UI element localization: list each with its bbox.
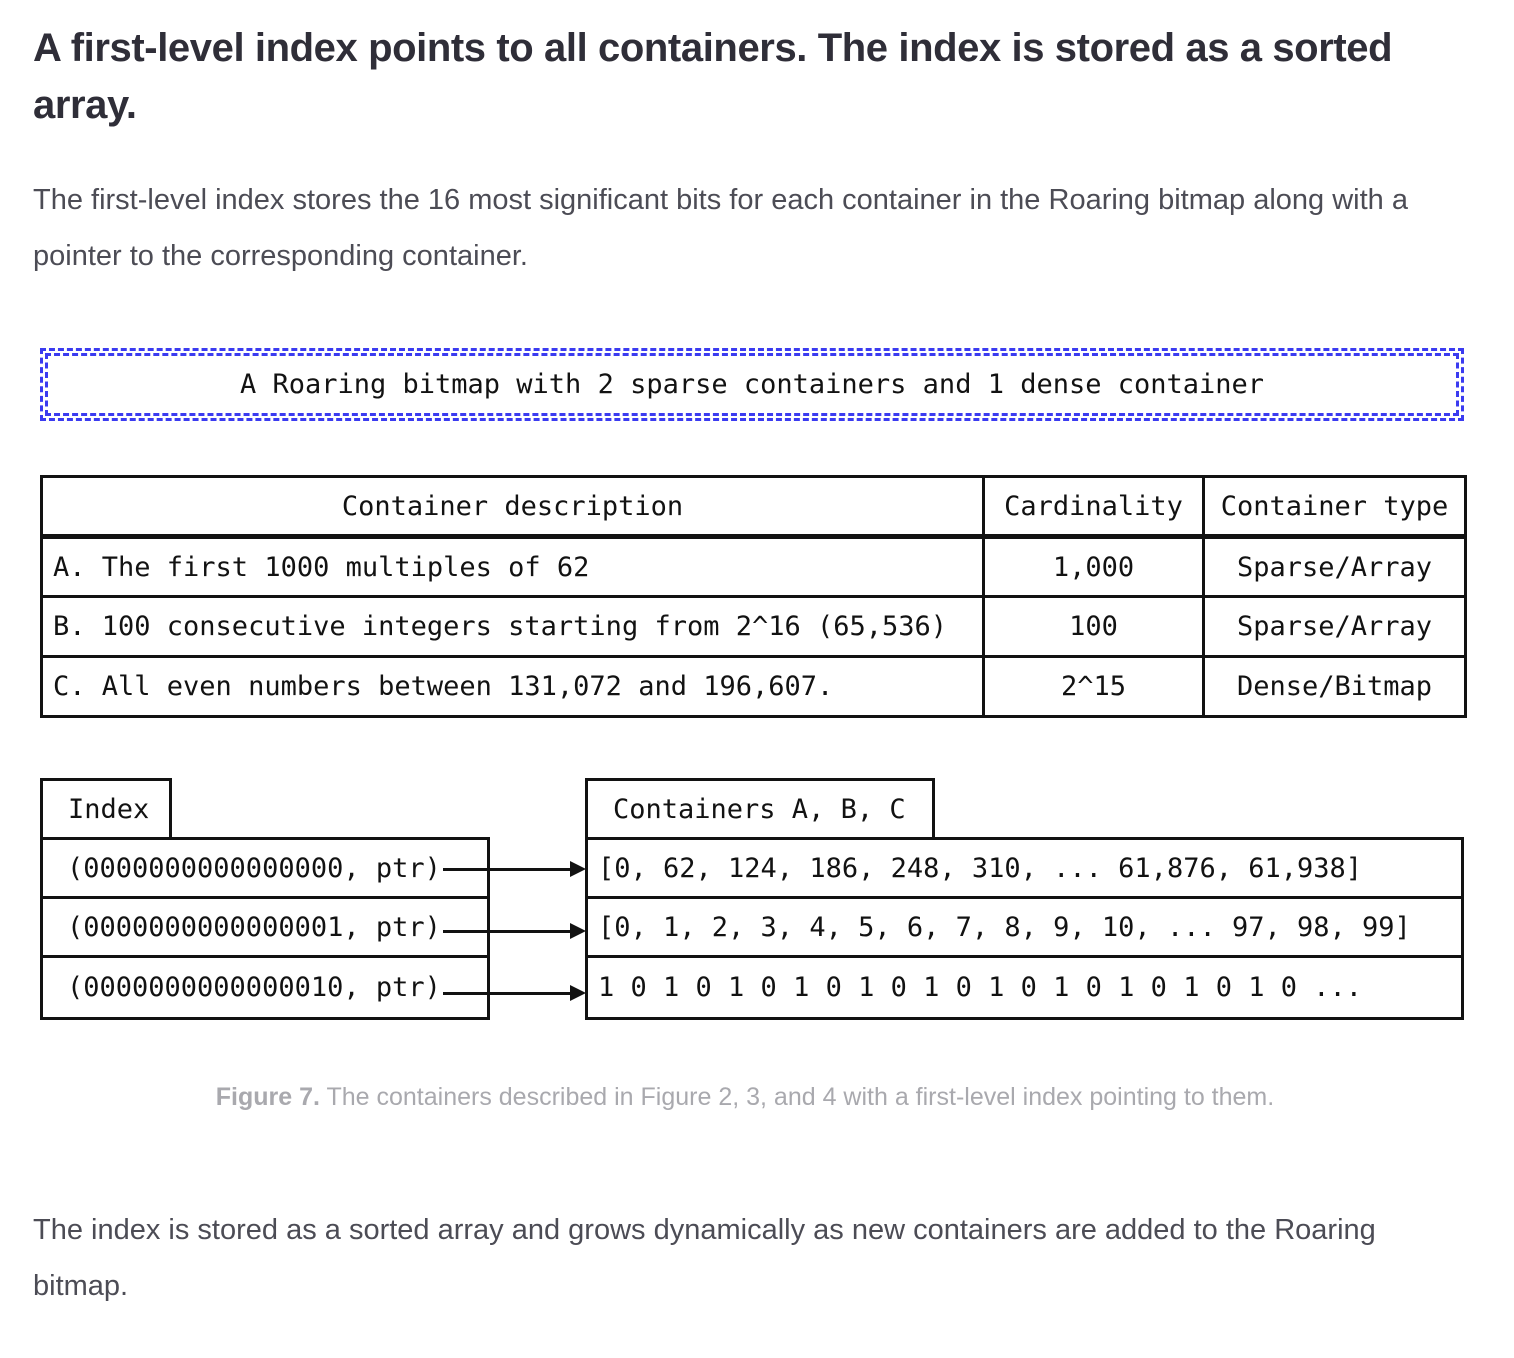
index-entry: (0000000000000010, ptr) — [67, 972, 441, 1003]
container-list: [0, 62, 124, 186, 248, 310, ... 61,876, … — [585, 837, 1464, 1020]
index-entry: (0000000000000001, ptr) — [43, 899, 487, 958]
table-row: B. 100 consecutive integers starting fro… — [40, 595, 1467, 658]
table-row: C. All even numbers between 131,072 and … — [40, 655, 1467, 718]
container-entry: [0, 1, 2, 3, 4, 5, 6, 7, 8, 9, 10, ... 9… — [588, 899, 1461, 958]
article-page: A first-level index points to all contai… — [0, 20, 1514, 1314]
table-cell-description: B. 100 consecutive integers starting fro… — [40, 595, 985, 658]
table-cell-type: Sparse/Array — [1202, 535, 1467, 598]
figure-banner-text: A Roaring bitmap with 2 sparse container… — [45, 353, 1459, 416]
index-entry: (0000000000000000, ptr) — [43, 840, 487, 899]
pointer-arrow-icon — [443, 985, 586, 1001]
figure-caption: Figure 7. The containers described in Fi… — [33, 1080, 1457, 1114]
table-cell-cardinality: 100 — [982, 595, 1205, 658]
table-cell-description: A. The first 1000 multiples of 62 — [40, 535, 985, 598]
table-cell-cardinality: 1,000 — [982, 535, 1205, 598]
table-header-row: Container description Cardinality Contai… — [40, 475, 1467, 539]
figure-caption-label: Figure 7. — [215, 1083, 320, 1111]
figure-7: A Roaring bitmap with 2 sparse container… — [33, 348, 1481, 1114]
table-row: A. The first 1000 multiples of 62 1,000 … — [40, 535, 1467, 598]
figure-banner-box: A Roaring bitmap with 2 sparse container… — [40, 348, 1464, 421]
index-tab-label: Index — [40, 778, 172, 840]
pointer-diagram: Index (0000000000000000, ptr) (000000000… — [40, 778, 1464, 1024]
table-cell-description: C. All even numbers between 131,072 and … — [40, 655, 985, 718]
table-cell-cardinality: 2^15 — [982, 655, 1205, 718]
table-cell-type: Sparse/Array — [1202, 595, 1467, 658]
column-header-cardinality: Cardinality — [982, 475, 1205, 539]
intro-paragraph: The first-level index stores the 16 most… — [33, 184, 1408, 272]
pointer-arrow-icon — [443, 923, 586, 939]
table-cell-type: Dense/Bitmap — [1202, 655, 1467, 718]
closing-paragraph: The index is stored as a sorted array an… — [33, 1214, 1376, 1302]
containers-table: Container description Cardinality Contai… — [40, 475, 1467, 718]
index-list: (0000000000000000, ptr) (000000000000000… — [40, 837, 490, 1020]
pointer-arrow-icon — [443, 861, 586, 877]
container-entry: [0, 62, 124, 186, 248, 310, ... 61,876, … — [588, 840, 1461, 899]
containers-tab-label: Containers A, B, C — [585, 778, 935, 840]
column-header-container-type: Container type — [1202, 475, 1467, 539]
container-entry: 1 0 1 0 1 0 1 0 1 0 1 0 1 0 1 0 1 0 1 0 … — [598, 972, 1363, 1003]
page-title: A first-level index points to all contai… — [33, 26, 1393, 127]
figure-caption-text: The containers described in Figure 2, 3,… — [319, 1083, 1275, 1111]
column-header-description: Container description — [40, 475, 985, 539]
